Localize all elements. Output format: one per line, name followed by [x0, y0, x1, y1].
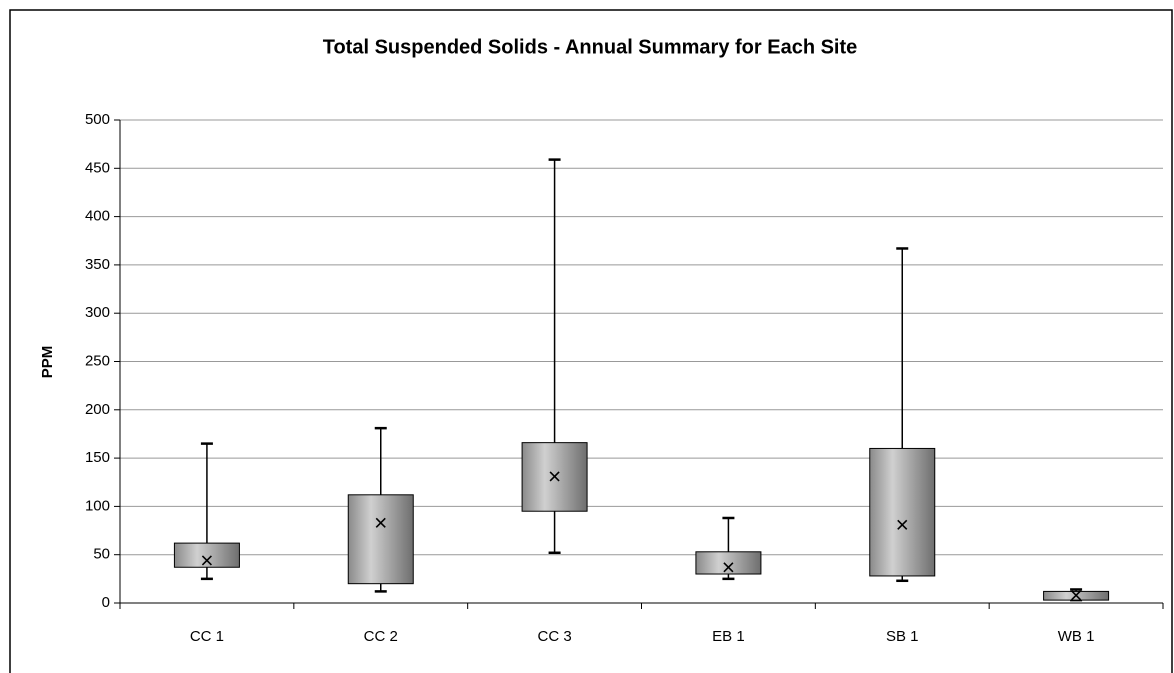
x-tick-label: CC 2 — [364, 628, 398, 645]
y-tick-label: 0 — [102, 594, 110, 611]
y-tick-label: 200 — [85, 401, 110, 418]
y-tick-label: 400 — [85, 208, 110, 225]
y-tick-label: 350 — [85, 256, 110, 273]
box — [173, 542, 240, 568]
box — [869, 447, 936, 577]
mean-marker — [723, 562, 734, 573]
y-tick-label: 500 — [85, 111, 110, 128]
y-tick-label: 300 — [85, 304, 110, 321]
x-tick-label: SB 1 — [886, 628, 919, 645]
box — [347, 494, 414, 585]
box — [695, 551, 762, 575]
chart-title: Total Suspended Solids - Annual Summary … — [323, 36, 858, 58]
x-tick-label: CC 3 — [537, 628, 571, 645]
y-tick-label: 250 — [85, 352, 110, 369]
frame — [9, 9, 1173, 673]
y-tick-label: 50 — [93, 546, 110, 563]
x-tick-label: WB 1 — [1058, 628, 1095, 645]
y-tick-label: 450 — [85, 159, 110, 176]
y-axis-label: PPM — [39, 346, 56, 379]
x-tick-label: CC 1 — [190, 628, 224, 645]
mean-marker — [201, 555, 212, 566]
mean-marker — [375, 517, 386, 528]
mean-marker — [897, 519, 908, 530]
mean-marker — [1071, 590, 1082, 601]
mean-marker — [549, 471, 560, 482]
y-tick-label: 100 — [85, 497, 110, 514]
x-tick-label: EB 1 — [712, 628, 745, 645]
y-tick-label: 150 — [85, 449, 110, 466]
